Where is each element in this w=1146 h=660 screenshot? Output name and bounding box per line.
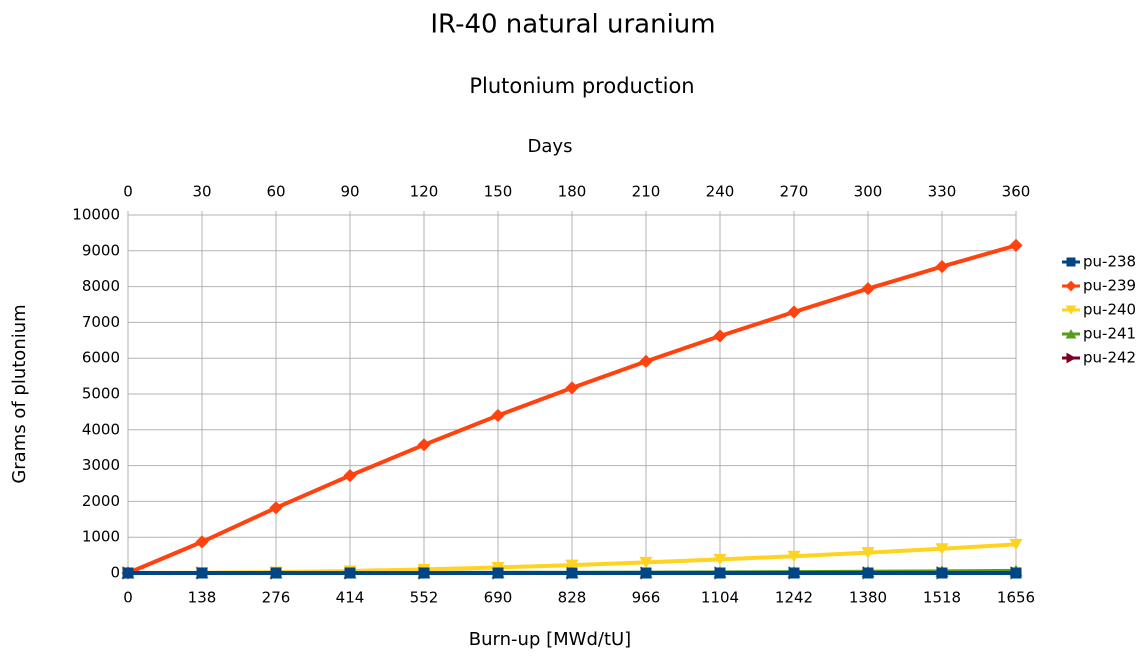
data-point — [418, 567, 430, 579]
x2-tick-label: 270 — [780, 183, 809, 201]
data-point — [195, 535, 209, 549]
y-tick-label: 2000 — [82, 492, 120, 510]
data-point — [343, 469, 357, 483]
legend-marker — [1065, 305, 1077, 315]
x-tick-label: 1242 — [775, 589, 813, 607]
data-point — [861, 547, 875, 559]
data-point — [491, 408, 505, 423]
data-point — [713, 553, 727, 566]
x-tick-label: 276 — [262, 589, 291, 607]
data-point — [714, 567, 726, 579]
x-tick-label: 414 — [336, 589, 365, 607]
y-tick-label: 3000 — [82, 456, 120, 474]
data-point — [640, 567, 652, 579]
x2-tick-label: 240 — [706, 183, 735, 201]
data-point — [344, 567, 356, 579]
x2-tick-label: 120 — [410, 183, 439, 201]
data-point — [492, 567, 504, 579]
x2-tick-label: 150 — [484, 183, 513, 201]
x-tick-label: 1518 — [923, 589, 961, 607]
legend-marker — [1066, 352, 1076, 364]
x-axis-label: Burn-up [MWd/tU] — [469, 629, 631, 650]
data-point — [936, 567, 948, 579]
y-tick-label: 9000 — [82, 241, 120, 259]
data-point — [1009, 538, 1023, 551]
y-tick-label: 0 — [110, 564, 120, 582]
x-tick-label: 690 — [484, 589, 513, 607]
data-point — [566, 567, 578, 579]
y-tick-label: 4000 — [82, 420, 120, 438]
data-point — [787, 305, 801, 319]
data-point — [270, 567, 282, 579]
data-point — [196, 567, 208, 579]
x-tick-label: 966 — [632, 589, 661, 607]
legend-marker — [1065, 329, 1077, 339]
x-tick-label: 138 — [188, 589, 217, 607]
data-point — [788, 567, 800, 579]
x2-tick-label: 60 — [266, 183, 285, 201]
data-point — [565, 381, 579, 395]
y-axis-label: Grams of plutonium — [9, 304, 30, 483]
x2-axis-label: Days — [528, 136, 573, 157]
legend-label: pu-242 — [1083, 349, 1136, 367]
data-point — [639, 354, 653, 368]
legend-marker — [1065, 280, 1077, 292]
data-point — [862, 567, 874, 579]
data-point — [122, 567, 134, 579]
x2-tick-label: 210 — [632, 183, 661, 201]
data-point — [565, 559, 579, 572]
y-tick-label: 8000 — [82, 277, 120, 295]
data-point — [787, 550, 801, 563]
data-point — [935, 260, 949, 274]
x2-tick-label: 330 — [928, 183, 957, 201]
chart-title: IR-40 natural uranium — [430, 10, 715, 40]
x-tick-label: 0 — [123, 589, 133, 607]
data-point — [639, 556, 653, 569]
x2-tick-label: 30 — [192, 183, 211, 201]
legend-label: pu-238 — [1083, 253, 1136, 271]
x-tick-label: 1380 — [849, 589, 887, 607]
data-point — [861, 282, 875, 296]
data-point — [269, 501, 283, 515]
y-tick-label: 6000 — [82, 349, 120, 367]
y-tick-label: 1000 — [82, 528, 120, 546]
data-point — [417, 438, 431, 452]
legend-marker — [1066, 257, 1076, 267]
y-tick-label: 10000 — [72, 206, 120, 224]
x-tick-label: 1104 — [701, 589, 739, 607]
chart-subtitle: Plutonium production — [469, 74, 694, 98]
x-tick-label: 552 — [410, 589, 439, 607]
data-point — [935, 543, 949, 555]
x2-tick-label: 0 — [123, 183, 133, 201]
x2-tick-label: 360 — [1002, 183, 1031, 201]
data-point — [1009, 238, 1023, 252]
x2-tick-label: 90 — [340, 183, 359, 201]
y-tick-label: 7000 — [82, 313, 120, 331]
x2-tick-label: 300 — [854, 183, 883, 201]
x-tick-label: 1656 — [997, 589, 1035, 607]
x2-tick-label: 180 — [558, 183, 587, 201]
x-tick-label: 828 — [558, 589, 587, 607]
legend-label: pu-239 — [1083, 277, 1136, 295]
y-tick-label: 5000 — [82, 385, 120, 403]
data-point — [713, 329, 727, 343]
legend-label: pu-241 — [1083, 325, 1136, 343]
legend-label: pu-240 — [1083, 301, 1136, 319]
data-point — [1010, 567, 1022, 579]
